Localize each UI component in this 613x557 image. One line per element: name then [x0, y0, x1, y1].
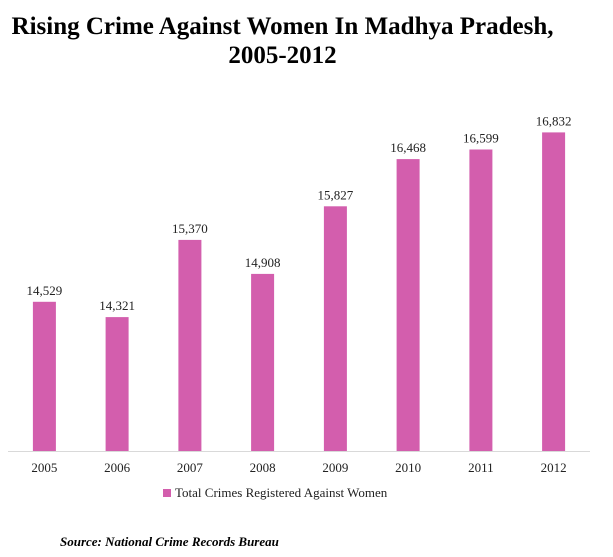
- data-label-2012: 16,832: [536, 113, 572, 128]
- source-note: Source: National Crime Records Bureau: [60, 534, 279, 549]
- data-label-2011: 16,599: [463, 131, 499, 146]
- x-tick-label-2007: 2007: [177, 460, 204, 475]
- x-tick-label-2012: 2012: [541, 460, 567, 475]
- bars-layer: [32, 132, 566, 451]
- bar-2006: [105, 317, 129, 451]
- bar-2008: [251, 273, 275, 451]
- bar-2011: [469, 149, 493, 451]
- data-label-2006: 14,321: [99, 298, 135, 313]
- bar-2012: [542, 132, 566, 451]
- data-label-2005: 14,529: [27, 283, 63, 298]
- x-tick-label-2009: 2009: [322, 460, 348, 475]
- x-tick-label-2011: 2011: [468, 460, 494, 475]
- chart-title: Rising Crime Against Women In Madhya Pra…: [11, 13, 554, 69]
- data-label-2007: 15,370: [172, 221, 208, 236]
- bar-2005: [32, 301, 56, 451]
- data-label-2008: 14,908: [245, 255, 281, 270]
- x-tick-label-2008: 2008: [250, 460, 276, 475]
- bar-2009: [323, 206, 347, 451]
- x-tick-label-2006: 2006: [104, 460, 131, 475]
- legend-swatch: [163, 489, 171, 497]
- data-label-2009: 15,827: [318, 187, 354, 202]
- legend-label: Total Crimes Registered Against Women: [175, 485, 388, 500]
- x-tick-label-2010: 2010: [395, 460, 421, 475]
- x-tick-label-2005: 2005: [31, 460, 57, 475]
- bar-2010: [396, 159, 420, 451]
- labels-layer: 14,529 2005 14,321 2006 15,370 2007 14,908 2008…: [27, 113, 572, 475]
- data-label-2010: 16,468: [390, 140, 426, 155]
- bar-2007: [178, 239, 202, 451]
- legend: Total Crimes Registered Against Women: [163, 485, 387, 501]
